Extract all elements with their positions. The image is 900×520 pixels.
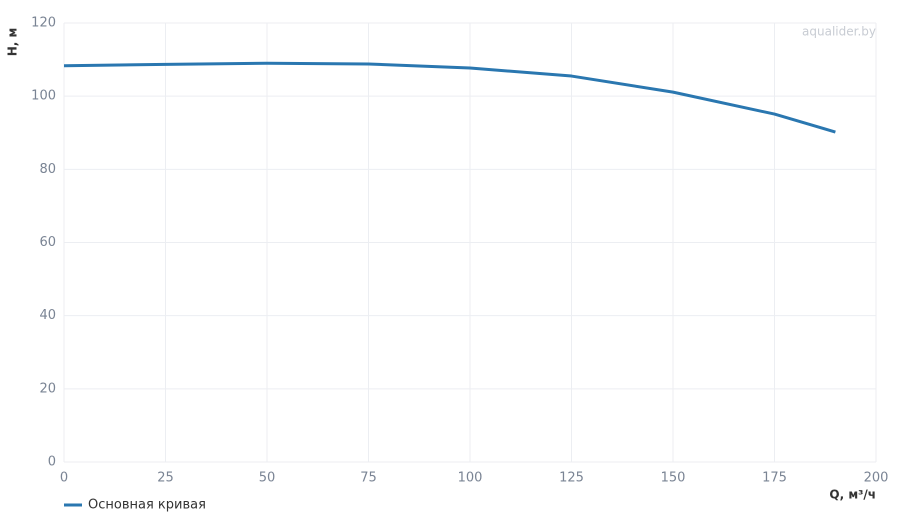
x-axis-label: Q, м³/ч — [829, 488, 876, 502]
x-tick-label: 75 — [360, 471, 377, 486]
y-tick-label: 0 — [48, 455, 56, 470]
x-tick-label: 150 — [661, 471, 686, 486]
x-tick-label: 200 — [864, 471, 889, 486]
x-tick-label: 25 — [157, 471, 174, 486]
x-tick-label: 100 — [458, 471, 483, 486]
y-tick-label: 20 — [39, 381, 56, 396]
line — [63, 61, 836, 134]
y-axis-label: H, м — [6, 28, 20, 57]
x-tick-label: 0 — [60, 471, 68, 486]
x-tick-label: 175 — [762, 471, 787, 486]
x-tick-label: 50 — [259, 471, 276, 486]
y-tick-label: 120 — [31, 16, 56, 31]
y-tick-label: 60 — [39, 235, 56, 250]
y-tick-label: 80 — [39, 162, 56, 177]
watermark: aqualider.by — [802, 25, 876, 39]
x-tick-label: 125 — [559, 471, 584, 486]
legend-label: Основная кривая — [88, 498, 206, 513]
y-tick-label: 40 — [39, 308, 56, 323]
y-tick-label: 100 — [31, 89, 56, 104]
